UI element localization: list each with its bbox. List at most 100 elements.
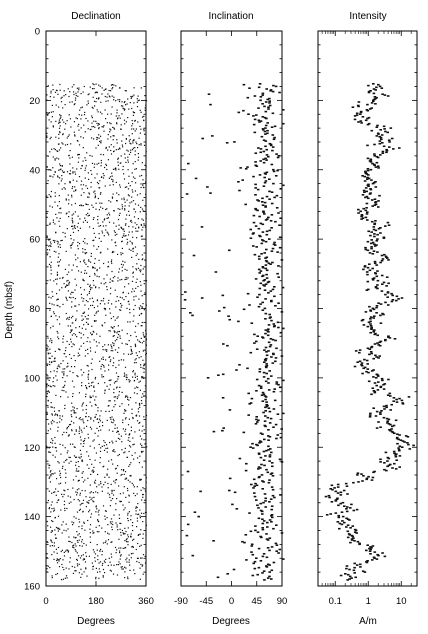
declination-point: [50, 327, 52, 329]
intensity-point: [330, 484, 334, 487]
intensity-point: [387, 224, 391, 226]
intensity-point: [374, 286, 378, 289]
declination-point: [98, 233, 100, 235]
declination-point: [77, 461, 79, 463]
declination-point: [46, 135, 48, 137]
declination-point: [84, 169, 86, 171]
declination-point: [112, 350, 114, 352]
inclination-point: [264, 127, 267, 129]
declination-point: [139, 404, 141, 406]
declination-point: [59, 443, 61, 445]
declination-point: [87, 266, 89, 268]
declination-point: [107, 93, 109, 95]
declination-point: [123, 119, 126, 121]
declination-point: [50, 169, 52, 171]
declination-point: [132, 376, 134, 378]
declination-point: [74, 549, 76, 551]
declination-point: [83, 440, 85, 442]
declination-point: [132, 444, 134, 446]
declination-point: [103, 449, 106, 451]
declination-point: [114, 404, 116, 406]
declination-point: [57, 205, 59, 207]
intensity-point: [363, 366, 367, 369]
declination-point: [106, 231, 108, 233]
declination-point: [118, 538, 120, 540]
declination-point: [124, 235, 126, 237]
inclination-point: [237, 181, 240, 183]
declination-point: [141, 218, 143, 220]
intensity-point: [335, 498, 339, 500]
declination-point: [81, 188, 83, 190]
declination-point: [114, 319, 116, 321]
declination-point: [115, 100, 117, 102]
inclination-point: [231, 503, 234, 506]
declination-point: [140, 284, 142, 286]
declination-point: [64, 507, 66, 509]
declination-point: [57, 426, 59, 428]
inclination-point: [269, 90, 272, 92]
x-tick-label: 90: [277, 596, 288, 607]
declination-point: [115, 115, 117, 117]
declination-point: [114, 168, 116, 170]
intensity-point: [395, 398, 398, 401]
declination-point: [135, 281, 137, 283]
declination-point: [80, 93, 82, 95]
declination-point: [52, 446, 54, 448]
inclination-point: [269, 417, 273, 420]
declination-point: [54, 171, 56, 173]
intensity-point: [349, 507, 352, 509]
declination-point: [53, 551, 55, 553]
declination-point: [69, 181, 71, 183]
declination-point: [97, 124, 99, 126]
declination-point: [125, 235, 127, 237]
declination-point: [68, 114, 70, 116]
declination-point: [112, 316, 115, 318]
declination-point: [135, 254, 137, 257]
declination-point: [101, 324, 103, 326]
inclination-point: [261, 480, 264, 482]
declination-point: [52, 419, 54, 421]
inclination-point: [253, 95, 257, 97]
inclination-point: [248, 512, 251, 514]
declination-point: [110, 564, 112, 566]
inclination-point: [268, 104, 272, 107]
declination-point: [127, 527, 129, 529]
declination-point: [63, 95, 65, 97]
declination-point: [48, 379, 50, 381]
intensity-point: [371, 307, 375, 310]
declination-point: [83, 311, 85, 313]
inclination-point: [261, 337, 265, 339]
intensity-point: [392, 400, 395, 402]
inclination-point: [263, 358, 267, 361]
inclination-point: [216, 576, 220, 579]
declination-point: [122, 235, 124, 237]
declination-point: [124, 533, 126, 535]
declination-point: [143, 210, 145, 212]
declination-point: [78, 129, 80, 131]
declination-point: [84, 249, 86, 251]
declination-point: [91, 126, 93, 128]
declination-point: [67, 396, 69, 398]
intensity-point: [362, 324, 366, 326]
intensity-point: [366, 103, 369, 106]
declination-point: [98, 123, 100, 125]
inclination-point: [261, 266, 265, 269]
declination-point: [81, 525, 83, 527]
declination-point: [92, 471, 94, 473]
declination-point: [142, 179, 144, 181]
declination-point: [124, 101, 126, 103]
declination-point: [133, 112, 135, 114]
declination-point: [60, 396, 62, 398]
declination-point: [58, 195, 60, 197]
inclination-point: [265, 88, 268, 90]
declination-point: [85, 555, 87, 557]
declination-point: [56, 559, 58, 562]
declination-point: [122, 146, 124, 148]
intensity-point: [373, 98, 376, 101]
declination-point: [102, 542, 105, 544]
intensity-point: [346, 493, 349, 495]
declination-point: [64, 144, 67, 146]
declination-point: [133, 299, 135, 301]
inclination-point: [268, 564, 271, 566]
inclination-point: [222, 427, 225, 429]
